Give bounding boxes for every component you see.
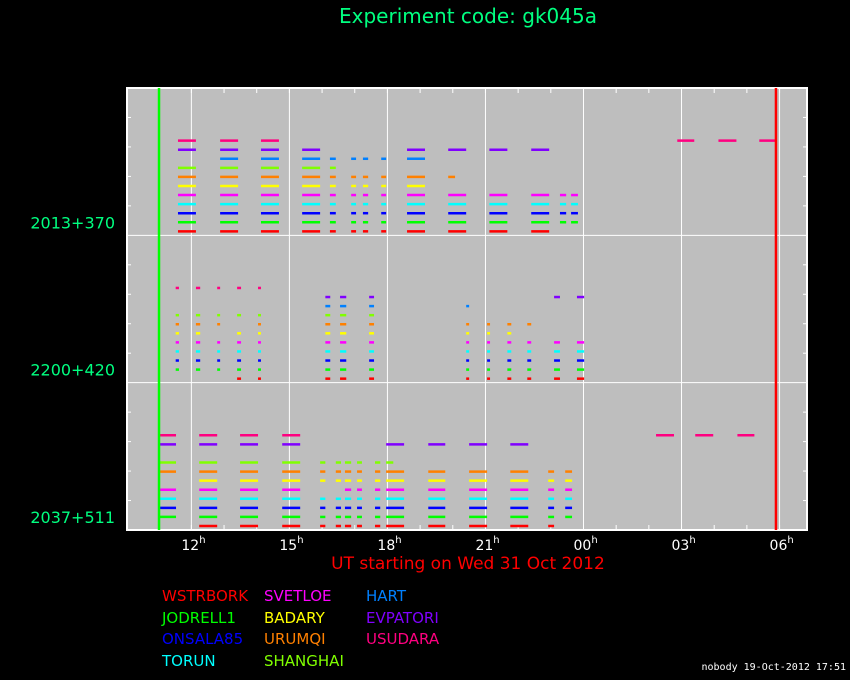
x-tick-value: 12	[181, 538, 199, 554]
footer-timestamp: nobody 19-Oct-2012 17:51	[701, 662, 847, 673]
legend-item-badary: BADARY	[264, 608, 325, 627]
x-tick-label: 15h	[279, 535, 303, 554]
x-tick-label: 00h	[573, 535, 597, 554]
x-tick-value: 18	[377, 538, 395, 554]
x-tick-value: 03	[672, 538, 690, 554]
x-tick-unit: h	[395, 535, 401, 546]
x-axis-label: UT starting on Wed 31 Oct 2012	[331, 554, 605, 574]
x-tick-value: 00	[573, 538, 591, 554]
legend-item-hart: HART	[366, 587, 407, 605]
source-label: 2200+420	[30, 361, 115, 380]
legend-item-wstrbork: WSTRBORK	[162, 587, 249, 605]
legend-item-svetloe: SVETLOE	[264, 587, 332, 605]
x-tick-unit: h	[493, 535, 499, 546]
source-label: 2013+370	[30, 213, 115, 232]
x-tick-label: 21h	[475, 535, 499, 554]
legend-item-usudara: USUDARA	[366, 630, 440, 648]
chart-title: Experiment code: gk045a	[339, 4, 597, 28]
x-tick-unit: h	[591, 535, 597, 546]
x-tick-label: 18h	[377, 535, 401, 554]
x-tick-unit: h	[199, 535, 205, 546]
legend-item-onsala85: ONSALA85	[162, 630, 244, 648]
x-tick-unit: h	[787, 535, 793, 546]
legend-item-jodrell1: JODRELL1	[162, 608, 236, 627]
legend-item-evpatori: EVPATORI	[366, 608, 439, 627]
x-tick-value: 06	[770, 538, 788, 554]
x-tick-unit: h	[689, 535, 695, 546]
x-tick-value: 15	[279, 538, 297, 554]
x-tick-value: 21	[475, 538, 493, 554]
plot-area	[126, 87, 808, 531]
x-tick-unit: h	[297, 535, 303, 546]
x-tick-label: 03h	[672, 535, 696, 554]
source-label: 2037+511	[30, 508, 115, 527]
legend-item-urumqi: URUMQI	[264, 630, 326, 648]
x-tick-label: 12h	[181, 535, 205, 554]
legend-item-shanghai: SHANGHAI	[264, 651, 344, 670]
x-tick-label: 06h	[770, 535, 794, 554]
legend-item-torun: TORUN	[162, 651, 216, 670]
